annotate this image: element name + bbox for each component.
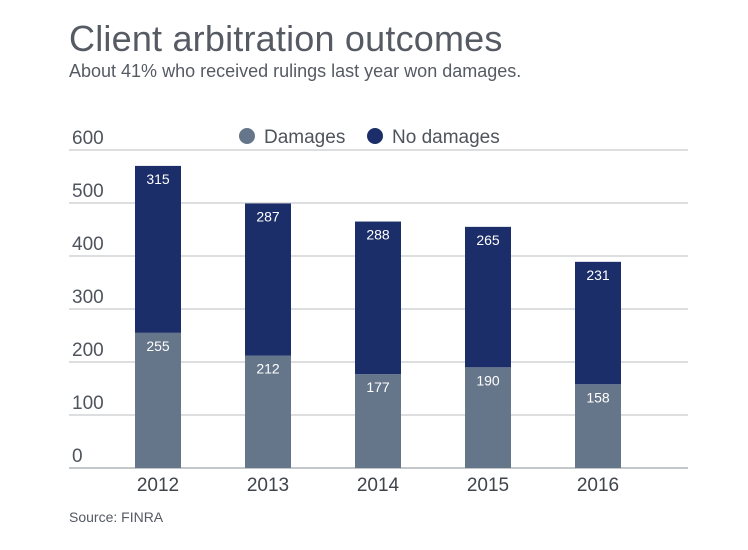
bar-label-2012-damages: 255: [146, 338, 170, 354]
bar-label-2015-no-damages: 265: [476, 232, 500, 248]
bar-label-2013-damages: 212: [256, 361, 280, 377]
legend: Damages No damages: [239, 127, 500, 148]
y-tick-400: 400: [72, 234, 104, 255]
legend-label-no-damages: No damages: [392, 127, 500, 148]
bar-2012-damages: [135, 332, 181, 468]
bar-2015-no-damages: [465, 226, 511, 368]
bar-label-2013-no-damages: 287: [256, 209, 280, 225]
bar-2013-no-damages: [245, 203, 291, 356]
bar-2016-no-damages: [575, 261, 621, 385]
legend-label-damages: Damages: [264, 127, 345, 148]
x-tick-2016: 2016: [577, 475, 619, 496]
y-axis-ticks: 0 100 200 300 400 500 600: [72, 128, 104, 467]
x-tick-2012: 2012: [137, 475, 179, 496]
bar-label-2014-no-damages: 288: [366, 227, 390, 243]
bar-label-2016-no-damages: 231: [586, 267, 610, 283]
y-tick-200: 200: [72, 340, 104, 361]
bar-2013-damages: [245, 355, 291, 468]
chart-title: Client arbitration outcomes: [69, 18, 503, 59]
bar-label-2016-damages: 158: [586, 389, 610, 405]
y-tick-300: 300: [72, 287, 104, 308]
x-tick-2015: 2015: [467, 475, 509, 496]
bar-label-2015-damages: 190: [476, 372, 500, 388]
bar-2016-damages: [575, 384, 621, 468]
x-axis-ticks: 2012 2013 2014 2015 2016: [137, 475, 619, 496]
x-tick-2013: 2013: [247, 475, 289, 496]
bar-2012-no-damages: [135, 165, 181, 333]
bar-labels: 255 315 212 287 177 288 190 265 158 231: [146, 171, 610, 405]
y-tick-100: 100: [72, 393, 104, 414]
legend-swatch-no-damages: [367, 128, 383, 144]
bar-2015-damages: [465, 367, 511, 468]
y-tick-500: 500: [72, 181, 104, 202]
bar-label-2012-no-damages: 315: [146, 171, 170, 187]
legend-swatch-damages: [239, 128, 255, 144]
bars: [135, 165, 621, 468]
y-tick-0: 0: [72, 446, 83, 467]
chart-subtitle: About 41% who received rulings last year…: [69, 61, 522, 81]
x-tick-2014: 2014: [357, 475, 400, 496]
bar-label-2014-damages: 177: [366, 379, 390, 395]
source-note: Source: FINRA: [69, 509, 164, 525]
y-tick-600: 600: [72, 128, 104, 149]
bar-2014-no-damages: [355, 221, 401, 375]
bar-2014-damages: [355, 374, 401, 468]
